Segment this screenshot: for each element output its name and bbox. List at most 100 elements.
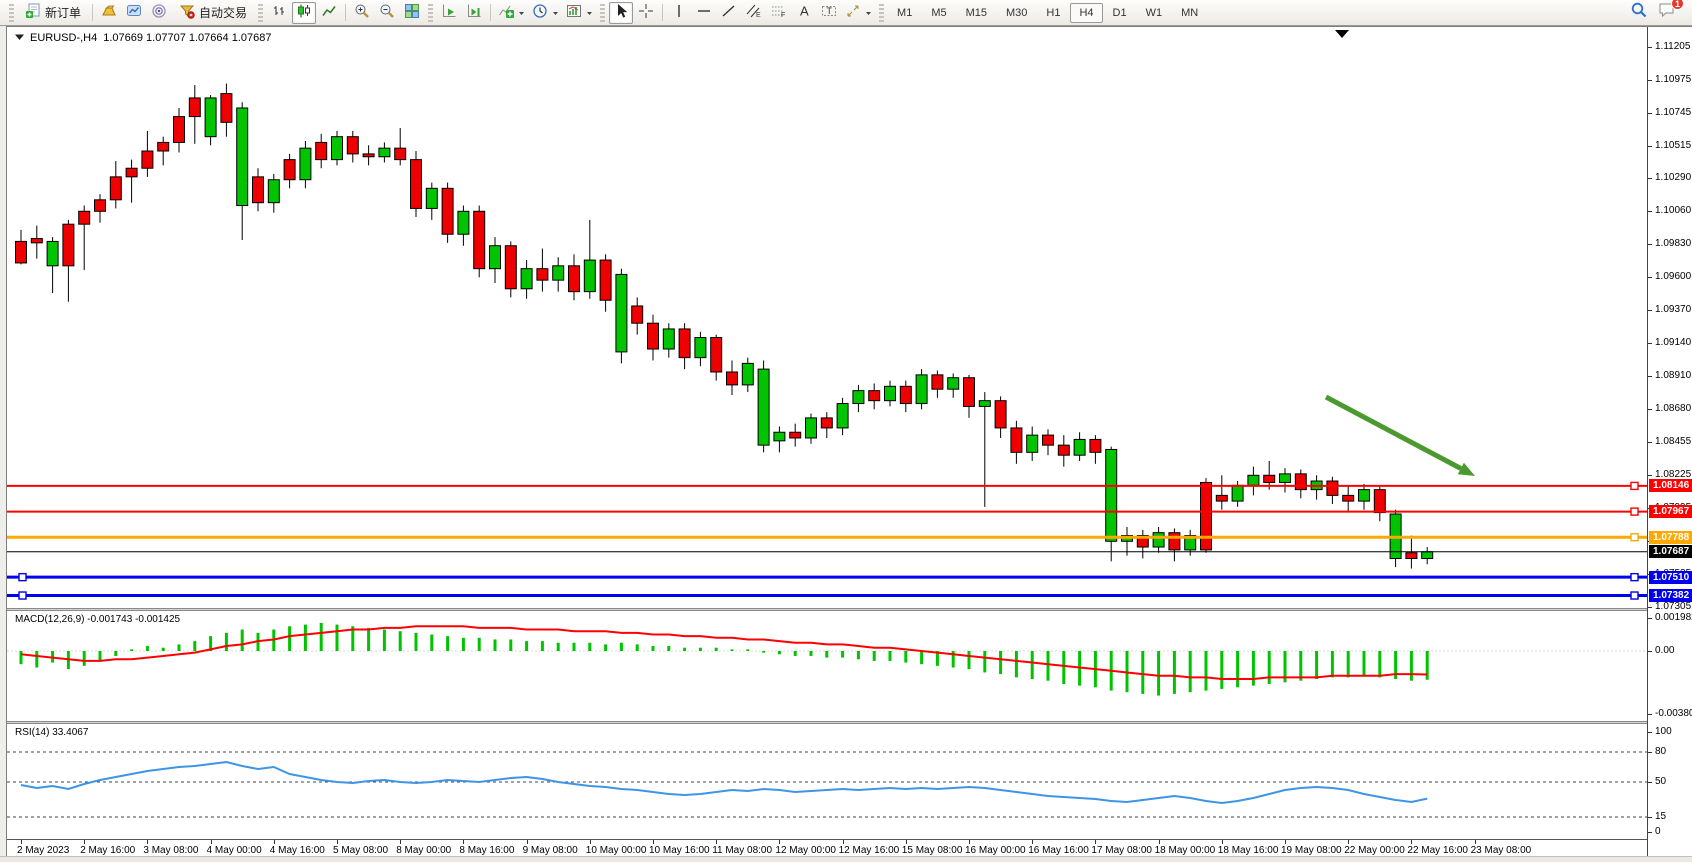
time-label: 22 May 16:00 bbox=[1407, 845, 1468, 856]
toolbar-grip[interactable] bbox=[600, 3, 606, 22]
time-label: 2 May 16:00 bbox=[80, 845, 136, 856]
toolbar: 新订单 自动交易 E F A T bbox=[0, 0, 1692, 26]
timeframe-mn[interactable]: MN bbox=[1172, 3, 1207, 23]
price-label: 1.09830 bbox=[1655, 238, 1692, 250]
rsi-label: 100 bbox=[1655, 726, 1672, 737]
price-label: 1.10975 bbox=[1655, 74, 1692, 85]
zoom-out-button[interactable] bbox=[375, 2, 399, 24]
webphone-button[interactable] bbox=[147, 2, 171, 24]
price-axis[interactable]: 1.11205 1.10975 1.10745 1.10515 1.10290 1.100… bbox=[1647, 27, 1692, 857]
toolbar-grip[interactable] bbox=[428, 3, 434, 22]
panel-divider[interactable] bbox=[7, 608, 1692, 611]
profile-button[interactable] bbox=[122, 2, 146, 24]
rsi-panel[interactable]: RSI(14) 33.4067 bbox=[7, 724, 1647, 839]
toolbar-separator bbox=[345, 4, 347, 21]
timeframe-h4[interactable]: H4 bbox=[1070, 2, 1103, 23]
timeframe-h1[interactable]: H1 bbox=[1037, 3, 1069, 23]
rsi-plot[interactable] bbox=[7, 724, 1647, 839]
search-icon[interactable] bbox=[1630, 1, 1648, 24]
rsi-label: 50 bbox=[1655, 776, 1667, 787]
zoom-out-icon bbox=[379, 3, 395, 22]
time-label: 18 May 00:00 bbox=[1154, 845, 1216, 856]
vertical-line-tool-button[interactable] bbox=[667, 2, 691, 24]
macd-plot[interactable] bbox=[7, 611, 1647, 721]
chart-shift-button[interactable] bbox=[462, 2, 486, 24]
price-label: 1.08225 bbox=[1655, 468, 1692, 480]
price-tag-1.07510: 1.07510 bbox=[1649, 570, 1692, 584]
tile-windows-button[interactable] bbox=[400, 2, 424, 24]
candlestick-plot[interactable] bbox=[7, 27, 1647, 608]
chart-shift-marker[interactable] bbox=[1335, 30, 1349, 38]
trend-arrow-head bbox=[1457, 462, 1475, 476]
timeframe-m30[interactable]: M30 bbox=[997, 3, 1036, 23]
zoom-in-button[interactable] bbox=[350, 2, 374, 24]
candle-body bbox=[94, 199, 106, 212]
candle-body bbox=[331, 136, 343, 161]
candle-body bbox=[583, 259, 596, 293]
time-tick bbox=[400, 840, 402, 844]
label-tool-button[interactable]: T bbox=[817, 2, 841, 24]
time-label: 2 May 2023 bbox=[17, 845, 70, 856]
periods-clock-icon bbox=[532, 3, 548, 22]
time-tick bbox=[653, 840, 654, 844]
timeframe-m1[interactable]: M1 bbox=[888, 3, 921, 23]
candle-body bbox=[457, 210, 470, 235]
time-label: 10 May 00:00 bbox=[585, 845, 647, 856]
templates-button[interactable] bbox=[563, 2, 596, 24]
candle-body bbox=[931, 374, 944, 390]
text-tool-button[interactable]: A bbox=[792, 2, 816, 24]
timeframe-d1[interactable]: D1 bbox=[1104, 3, 1136, 23]
price-label: 1.08455 bbox=[1655, 435, 1692, 447]
time-label: 9 May 08:00 bbox=[522, 845, 578, 856]
cursor-tool-button[interactable] bbox=[609, 1, 634, 24]
line-chart-button[interactable] bbox=[317, 2, 341, 24]
new-order-button[interactable]: 新订单 bbox=[18, 2, 88, 24]
chevron-down-icon bbox=[586, 5, 593, 21]
arrows-icon bbox=[845, 3, 861, 22]
timeframe-m15[interactable]: M15 bbox=[957, 3, 996, 23]
crosshair-tool-button[interactable] bbox=[634, 2, 658, 24]
rsi-tick bbox=[1648, 752, 1652, 753]
chat-button[interactable]: 1 bbox=[1658, 0, 1684, 24]
auto-scroll-icon bbox=[441, 3, 457, 22]
horizontal-line-tool-button[interactable] bbox=[692, 2, 716, 24]
indicators-button[interactable] bbox=[495, 2, 528, 24]
periods-button[interactable] bbox=[529, 2, 562, 24]
bar-chart-button[interactable] bbox=[267, 2, 291, 24]
macd-panel[interactable]: MACD(12,26,9) -0.001743 -0.001425 bbox=[7, 611, 1647, 721]
candle-body bbox=[947, 377, 960, 390]
candle-body bbox=[741, 362, 754, 386]
toolbar-grip[interactable] bbox=[258, 3, 264, 22]
channel-tool-button[interactable]: E bbox=[742, 2, 766, 24]
arrows-tool-button[interactable] bbox=[842, 2, 875, 24]
fibonacci-tool-button[interactable]: F bbox=[767, 2, 791, 24]
auto-scroll-button[interactable] bbox=[437, 2, 461, 24]
toolbar-grip[interactable] bbox=[879, 3, 885, 22]
trend-arrow[interactable] bbox=[1324, 394, 1463, 471]
line-handle bbox=[1630, 533, 1639, 542]
panel-divider[interactable] bbox=[7, 721, 1692, 724]
candle-body bbox=[204, 97, 217, 138]
candle-body bbox=[694, 337, 707, 359]
timeframe-w1[interactable]: W1 bbox=[1137, 3, 1172, 23]
window-left-margin bbox=[0, 26, 6, 856]
candle-body bbox=[631, 305, 644, 324]
timeframe-m5[interactable]: M5 bbox=[922, 3, 955, 23]
auto-trading-button[interactable]: 自动交易 bbox=[172, 2, 254, 24]
time-axis[interactable]: 2 May 2023 2 May 16:00 3 May 08:00 4 May 00… bbox=[7, 839, 1647, 857]
candlestick-chart-button[interactable] bbox=[292, 1, 317, 24]
gold-bar-button[interactable] bbox=[97, 2, 121, 24]
candle-body bbox=[267, 179, 280, 204]
text-label-icon: T bbox=[821, 3, 837, 22]
tile-windows-icon bbox=[404, 3, 420, 22]
time-tick bbox=[842, 840, 844, 844]
main-chart-panel[interactable]: EURUSD-,H4 1.07669 1.07707 1.07664 1.076… bbox=[7, 27, 1647, 608]
toolbar-grip[interactable] bbox=[9, 3, 14, 22]
chart-shift-icon bbox=[466, 3, 482, 22]
candle-body bbox=[568, 265, 580, 293]
chart-window: EURUSD-,H4 1.07669 1.07707 1.07664 1.076… bbox=[6, 26, 1692, 857]
chart-menu-icon[interactable] bbox=[15, 32, 24, 44]
time-tick bbox=[337, 840, 338, 844]
time-tick bbox=[969, 840, 970, 844]
trendline-tool-button[interactable] bbox=[717, 2, 741, 24]
